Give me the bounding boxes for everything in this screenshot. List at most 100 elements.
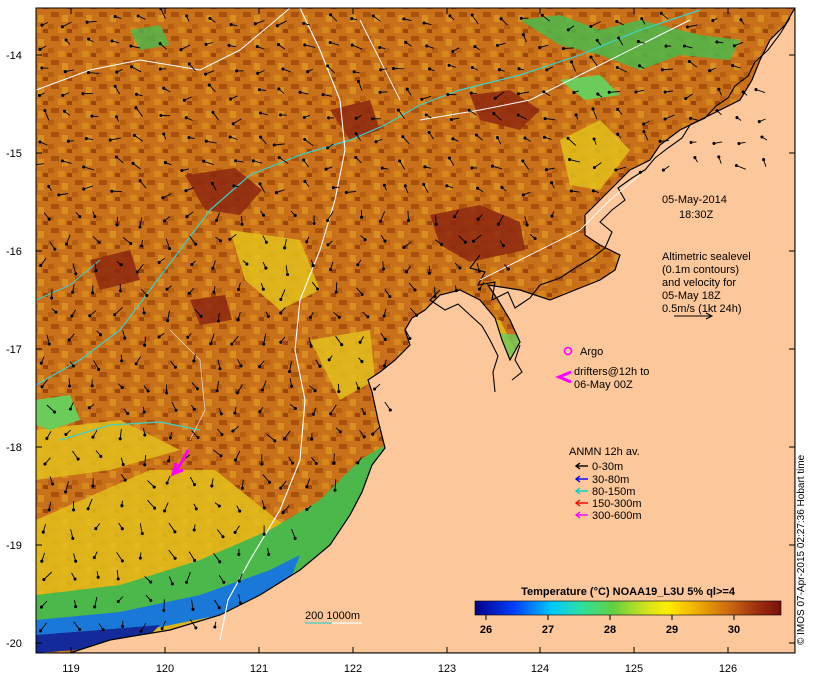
velocity-arrow	[567, 137, 577, 146]
velocity-arrow-head	[60, 159, 65, 163]
velocity-arrow-head	[82, 165, 86, 169]
velocity-arrow-head	[114, 115, 119, 119]
velocity-arrow-head	[231, 122, 235, 126]
velocity-arrow-head	[90, 384, 94, 388]
velocity-arrow-head	[490, 164, 495, 168]
velocity-arrow	[213, 449, 222, 457]
velocity-arrow-head	[210, 182, 214, 186]
velocity-arrow-head	[168, 436, 172, 440]
velocity-arrow	[261, 380, 267, 390]
velocity-arrow-head	[715, 109, 719, 113]
velocity-arrow-head	[166, 319, 170, 323]
lon-tick-label: 124	[531, 663, 549, 675]
velocity-arrow-head	[715, 40, 719, 44]
velocity-arrow-head	[184, 116, 188, 120]
lat-tick-label: -14	[6, 50, 22, 62]
velocity-arrow-head	[476, 186, 480, 190]
velocity-arrow-head	[40, 559, 44, 563]
velocity-arrow-head	[91, 484, 95, 488]
velocity-arrow	[563, 47, 574, 49]
velocity-arrow-head	[637, 64, 642, 68]
velocity-arrow	[255, 20, 265, 25]
velocity-arrow-head	[521, 193, 525, 197]
lon-tick-label: 123	[438, 663, 456, 675]
velocity-arrow-head	[168, 246, 172, 251]
velocity-arrow	[212, 112, 219, 121]
velocity-arrow-head	[305, 240, 309, 244]
velocity-arrow-head	[123, 478, 127, 482]
velocity-arrow-head	[113, 84, 117, 88]
velocity-arrow	[662, 68, 674, 71]
velocity-arrow-head	[71, 536, 75, 540]
velocity-arrow-head	[39, 605, 44, 609]
velocity-arrow	[189, 235, 197, 245]
velocity-arrow-head	[406, 218, 411, 223]
velocity-arrow-head	[121, 624, 125, 628]
velocity-arrow-head	[268, 480, 272, 484]
velocity-arrow-head	[204, 72, 208, 76]
velocity-arrow-head	[165, 287, 169, 291]
velocity-arrow	[46, 404, 55, 413]
velocity-arrow-head	[402, 17, 406, 21]
velocity-arrow	[232, 118, 242, 125]
velocity-arrow-head	[162, 132, 166, 136]
velocity-arrow-head	[469, 91, 473, 95]
lat-tick-label: -19	[6, 540, 22, 552]
velocity-arrow-head	[204, 42, 208, 46]
velocity-arrow-head	[687, 59, 691, 64]
velocity-arrow	[147, 499, 155, 509]
velocity-arrow-head	[159, 113, 163, 118]
svg-text:(0.1m contours): (0.1m contours)	[662, 264, 739, 276]
velocity-arrow-head	[157, 335, 161, 339]
velocity-arrow-head	[293, 406, 297, 411]
velocity-arrow-head	[329, 412, 333, 416]
velocity-arrow-head	[371, 117, 375, 121]
velocity-arrow	[352, 44, 363, 50]
velocity-arrow	[518, 91, 530, 95]
velocity-arrow	[62, 21, 72, 28]
lat-tick-label: -16	[6, 246, 22, 258]
velocity-arrow-head	[132, 133, 137, 137]
velocity-arrow-head	[500, 185, 504, 189]
velocity-arrow-head	[516, 92, 521, 96]
velocity-arrow-head	[38, 629, 43, 633]
velocity-arrow	[664, 114, 675, 120]
velocity-arrow-head	[506, 267, 510, 271]
velocity-arrow	[110, 137, 121, 141]
velocity-arrow-head	[229, 97, 233, 101]
velocity-arrow	[168, 549, 176, 559]
lat-tick-label: -15	[6, 148, 22, 160]
velocity-arrow	[473, 234, 482, 242]
velocity-arrow-head	[303, 137, 307, 141]
velocity-arrow-head	[366, 315, 370, 319]
velocity-arrow	[262, 474, 270, 483]
velocity-arrow-head	[40, 385, 44, 389]
velocity-arrow-head	[120, 359, 124, 363]
velocity-arrow-head	[334, 290, 338, 294]
velocity-arrow-head	[303, 179, 307, 183]
velocity-arrow-head	[96, 575, 100, 579]
velocity-arrow-head	[139, 629, 143, 633]
velocity-arrow	[282, 505, 290, 513]
velocity-arrow	[139, 523, 143, 534]
velocity-arrow	[571, 61, 576, 72]
velocity-arrow	[522, 160, 529, 170]
velocity-arrow	[304, 44, 316, 48]
velocity-arrow-head	[298, 90, 302, 94]
altimetry-note: Altimetric sealevel (0.1m contours) and …	[662, 251, 751, 320]
velocity-arrow-head	[374, 140, 378, 144]
velocity-arrow	[398, 109, 405, 120]
velocity-arrow-head	[93, 215, 97, 219]
velocity-arrow-head	[63, 70, 67, 74]
velocity-arrow-head	[449, 117, 454, 122]
velocity-arrow	[327, 65, 336, 74]
plot-area	[36, 8, 795, 653]
velocity-arrow-head	[356, 263, 360, 267]
velocity-arrow-head	[86, 71, 91, 75]
svg-text:80-150m: 80-150m	[592, 486, 635, 498]
velocity-arrow-head	[245, 262, 249, 266]
depth-key: 200 1000m	[305, 610, 362, 624]
velocity-arrow-head	[53, 247, 57, 251]
velocity-arrow-head	[194, 626, 198, 630]
